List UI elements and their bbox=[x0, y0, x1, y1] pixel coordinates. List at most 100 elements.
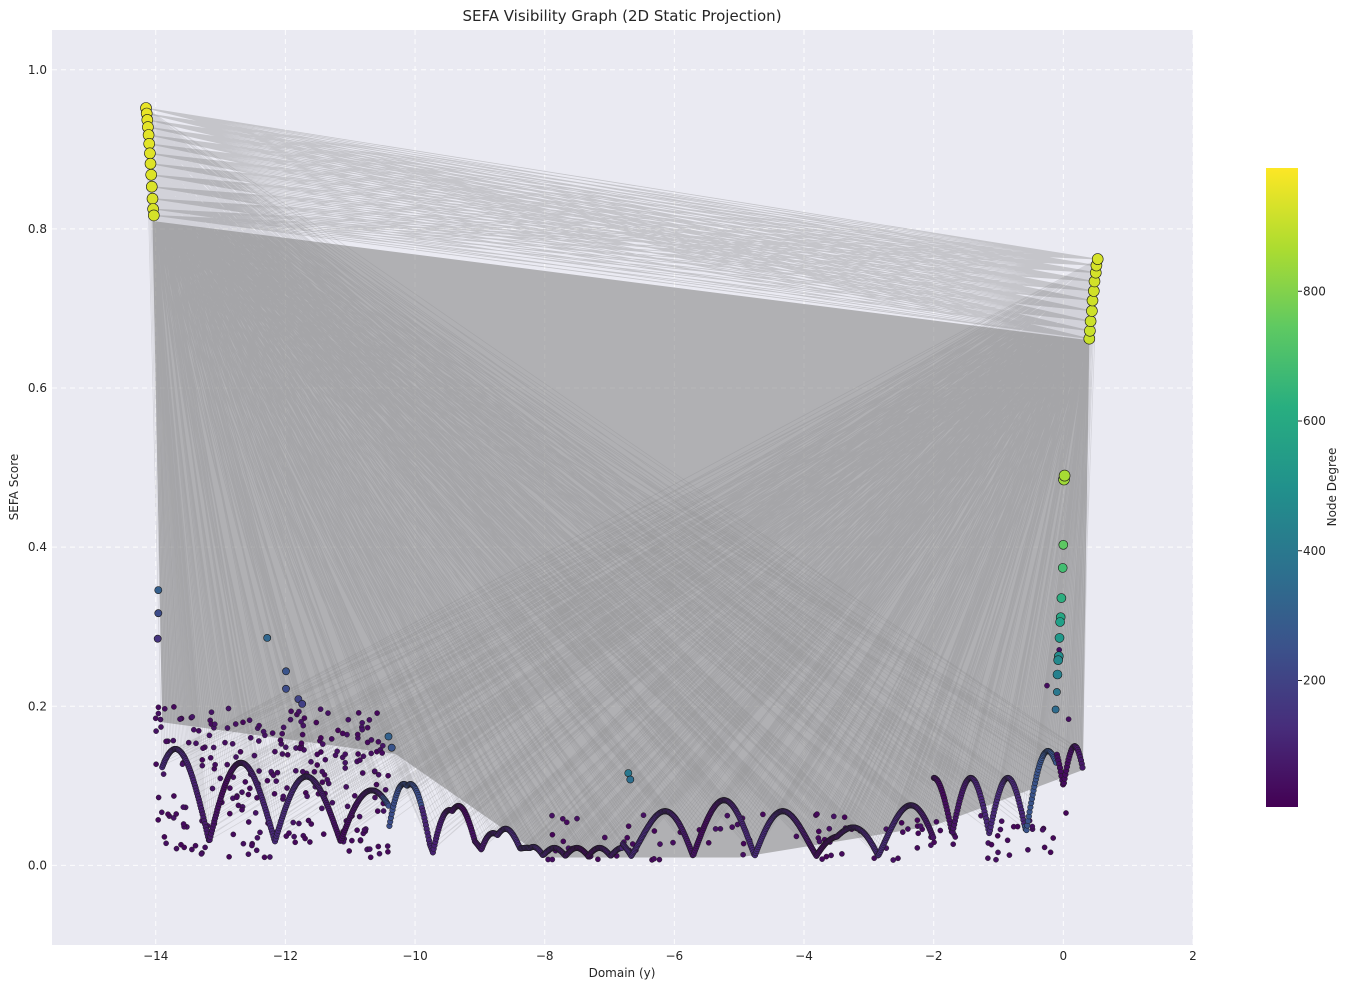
chart-title: SEFA Visibility Graph (2D Static Project… bbox=[462, 7, 781, 25]
node-point bbox=[155, 794, 162, 801]
x-tick-label: −12 bbox=[273, 949, 298, 963]
node-point bbox=[895, 855, 901, 862]
node-point bbox=[304, 793, 310, 800]
node-point bbox=[298, 700, 307, 708]
node-point bbox=[163, 840, 169, 847]
node-point bbox=[375, 843, 382, 850]
node-point bbox=[1041, 844, 1048, 851]
node-point bbox=[239, 807, 245, 813]
node-point bbox=[297, 745, 303, 752]
node-point bbox=[208, 709, 215, 716]
node-point bbox=[379, 750, 386, 756]
node-point bbox=[280, 793, 287, 800]
node-point bbox=[560, 838, 567, 845]
node-point bbox=[155, 817, 161, 823]
node-point bbox=[367, 854, 374, 861]
node-point bbox=[307, 839, 313, 845]
node-point bbox=[1054, 633, 1065, 643]
node-point bbox=[816, 838, 823, 845]
node-point bbox=[245, 819, 252, 825]
node-point bbox=[380, 808, 387, 814]
node-point bbox=[816, 828, 822, 835]
node-point bbox=[267, 854, 273, 860]
node-point bbox=[145, 169, 157, 181]
node-point bbox=[161, 706, 168, 712]
x-tick-label: −4 bbox=[795, 949, 813, 963]
node-point bbox=[342, 751, 349, 758]
node-point bbox=[574, 815, 580, 822]
node-point bbox=[233, 754, 239, 760]
node-point bbox=[343, 784, 350, 790]
node-point bbox=[656, 856, 663, 863]
node-point bbox=[245, 791, 252, 798]
node-point bbox=[366, 717, 373, 723]
x-tick-label: 0 bbox=[1060, 949, 1068, 963]
node-point bbox=[305, 817, 312, 824]
node-point bbox=[235, 802, 242, 809]
node-point bbox=[1065, 716, 1072, 723]
node-point bbox=[229, 741, 236, 747]
node-point bbox=[325, 710, 331, 716]
node-point bbox=[185, 739, 192, 746]
x-tick-label: 2 bbox=[1189, 949, 1197, 963]
node-point bbox=[319, 768, 326, 775]
node-point bbox=[298, 718, 304, 725]
node-point bbox=[375, 739, 382, 745]
node-point bbox=[314, 762, 321, 768]
node-point bbox=[1006, 852, 1013, 858]
node-point bbox=[374, 808, 381, 814]
node-point bbox=[1052, 669, 1063, 680]
node-point bbox=[933, 819, 940, 825]
node-point bbox=[328, 736, 335, 742]
edge-network bbox=[145, 107, 1099, 858]
node-point bbox=[155, 710, 162, 717]
x-tick-label: −6 bbox=[666, 949, 684, 963]
node-point bbox=[226, 854, 232, 860]
node-point bbox=[230, 831, 237, 838]
node-point bbox=[146, 192, 159, 205]
node-point bbox=[626, 775, 635, 784]
node-point bbox=[199, 757, 206, 763]
node-point bbox=[1029, 823, 1036, 830]
node-point bbox=[299, 768, 306, 775]
node-point bbox=[252, 810, 259, 816]
node-point bbox=[1050, 835, 1056, 841]
node-point bbox=[826, 825, 833, 832]
node-point bbox=[387, 743, 396, 752]
node-point bbox=[257, 829, 263, 836]
node-point bbox=[1058, 539, 1069, 550]
node-point bbox=[254, 835, 261, 841]
node-point bbox=[246, 717, 253, 724]
node-point bbox=[296, 708, 302, 715]
node-point bbox=[740, 840, 747, 847]
node-point bbox=[277, 737, 284, 743]
node-point bbox=[1063, 810, 1069, 816]
colorbar-tick-label: 600 bbox=[1303, 414, 1326, 428]
node-point bbox=[993, 856, 999, 863]
node-point bbox=[146, 180, 158, 193]
node-point bbox=[839, 851, 845, 857]
node-point bbox=[360, 753, 367, 760]
node-point bbox=[361, 827, 368, 833]
x-axis-label: Domain (y) bbox=[589, 966, 656, 980]
node-point bbox=[917, 823, 924, 829]
node-point bbox=[298, 740, 305, 747]
node-point bbox=[190, 726, 197, 733]
node-point bbox=[212, 761, 218, 768]
node-point bbox=[237, 749, 244, 755]
node-point bbox=[356, 813, 363, 820]
node-point bbox=[224, 725, 231, 731]
node-point bbox=[249, 842, 255, 849]
axis-ticks: −14 −12 −10 −8 −6 −4 −2 0 2 0.0 0.2 0.4 0.6 0.8 1.0 bbox=[28, 63, 1197, 963]
node-point bbox=[335, 727, 341, 734]
node-point bbox=[324, 776, 331, 783]
y-tick-label: 0.8 bbox=[28, 222, 47, 236]
node-point bbox=[260, 728, 267, 735]
node-point bbox=[930, 834, 937, 841]
node-point bbox=[225, 705, 232, 712]
node-point bbox=[717, 826, 724, 832]
node-point bbox=[292, 839, 299, 846]
node-point bbox=[287, 716, 294, 723]
node-point bbox=[319, 805, 325, 812]
node-point bbox=[311, 769, 318, 775]
